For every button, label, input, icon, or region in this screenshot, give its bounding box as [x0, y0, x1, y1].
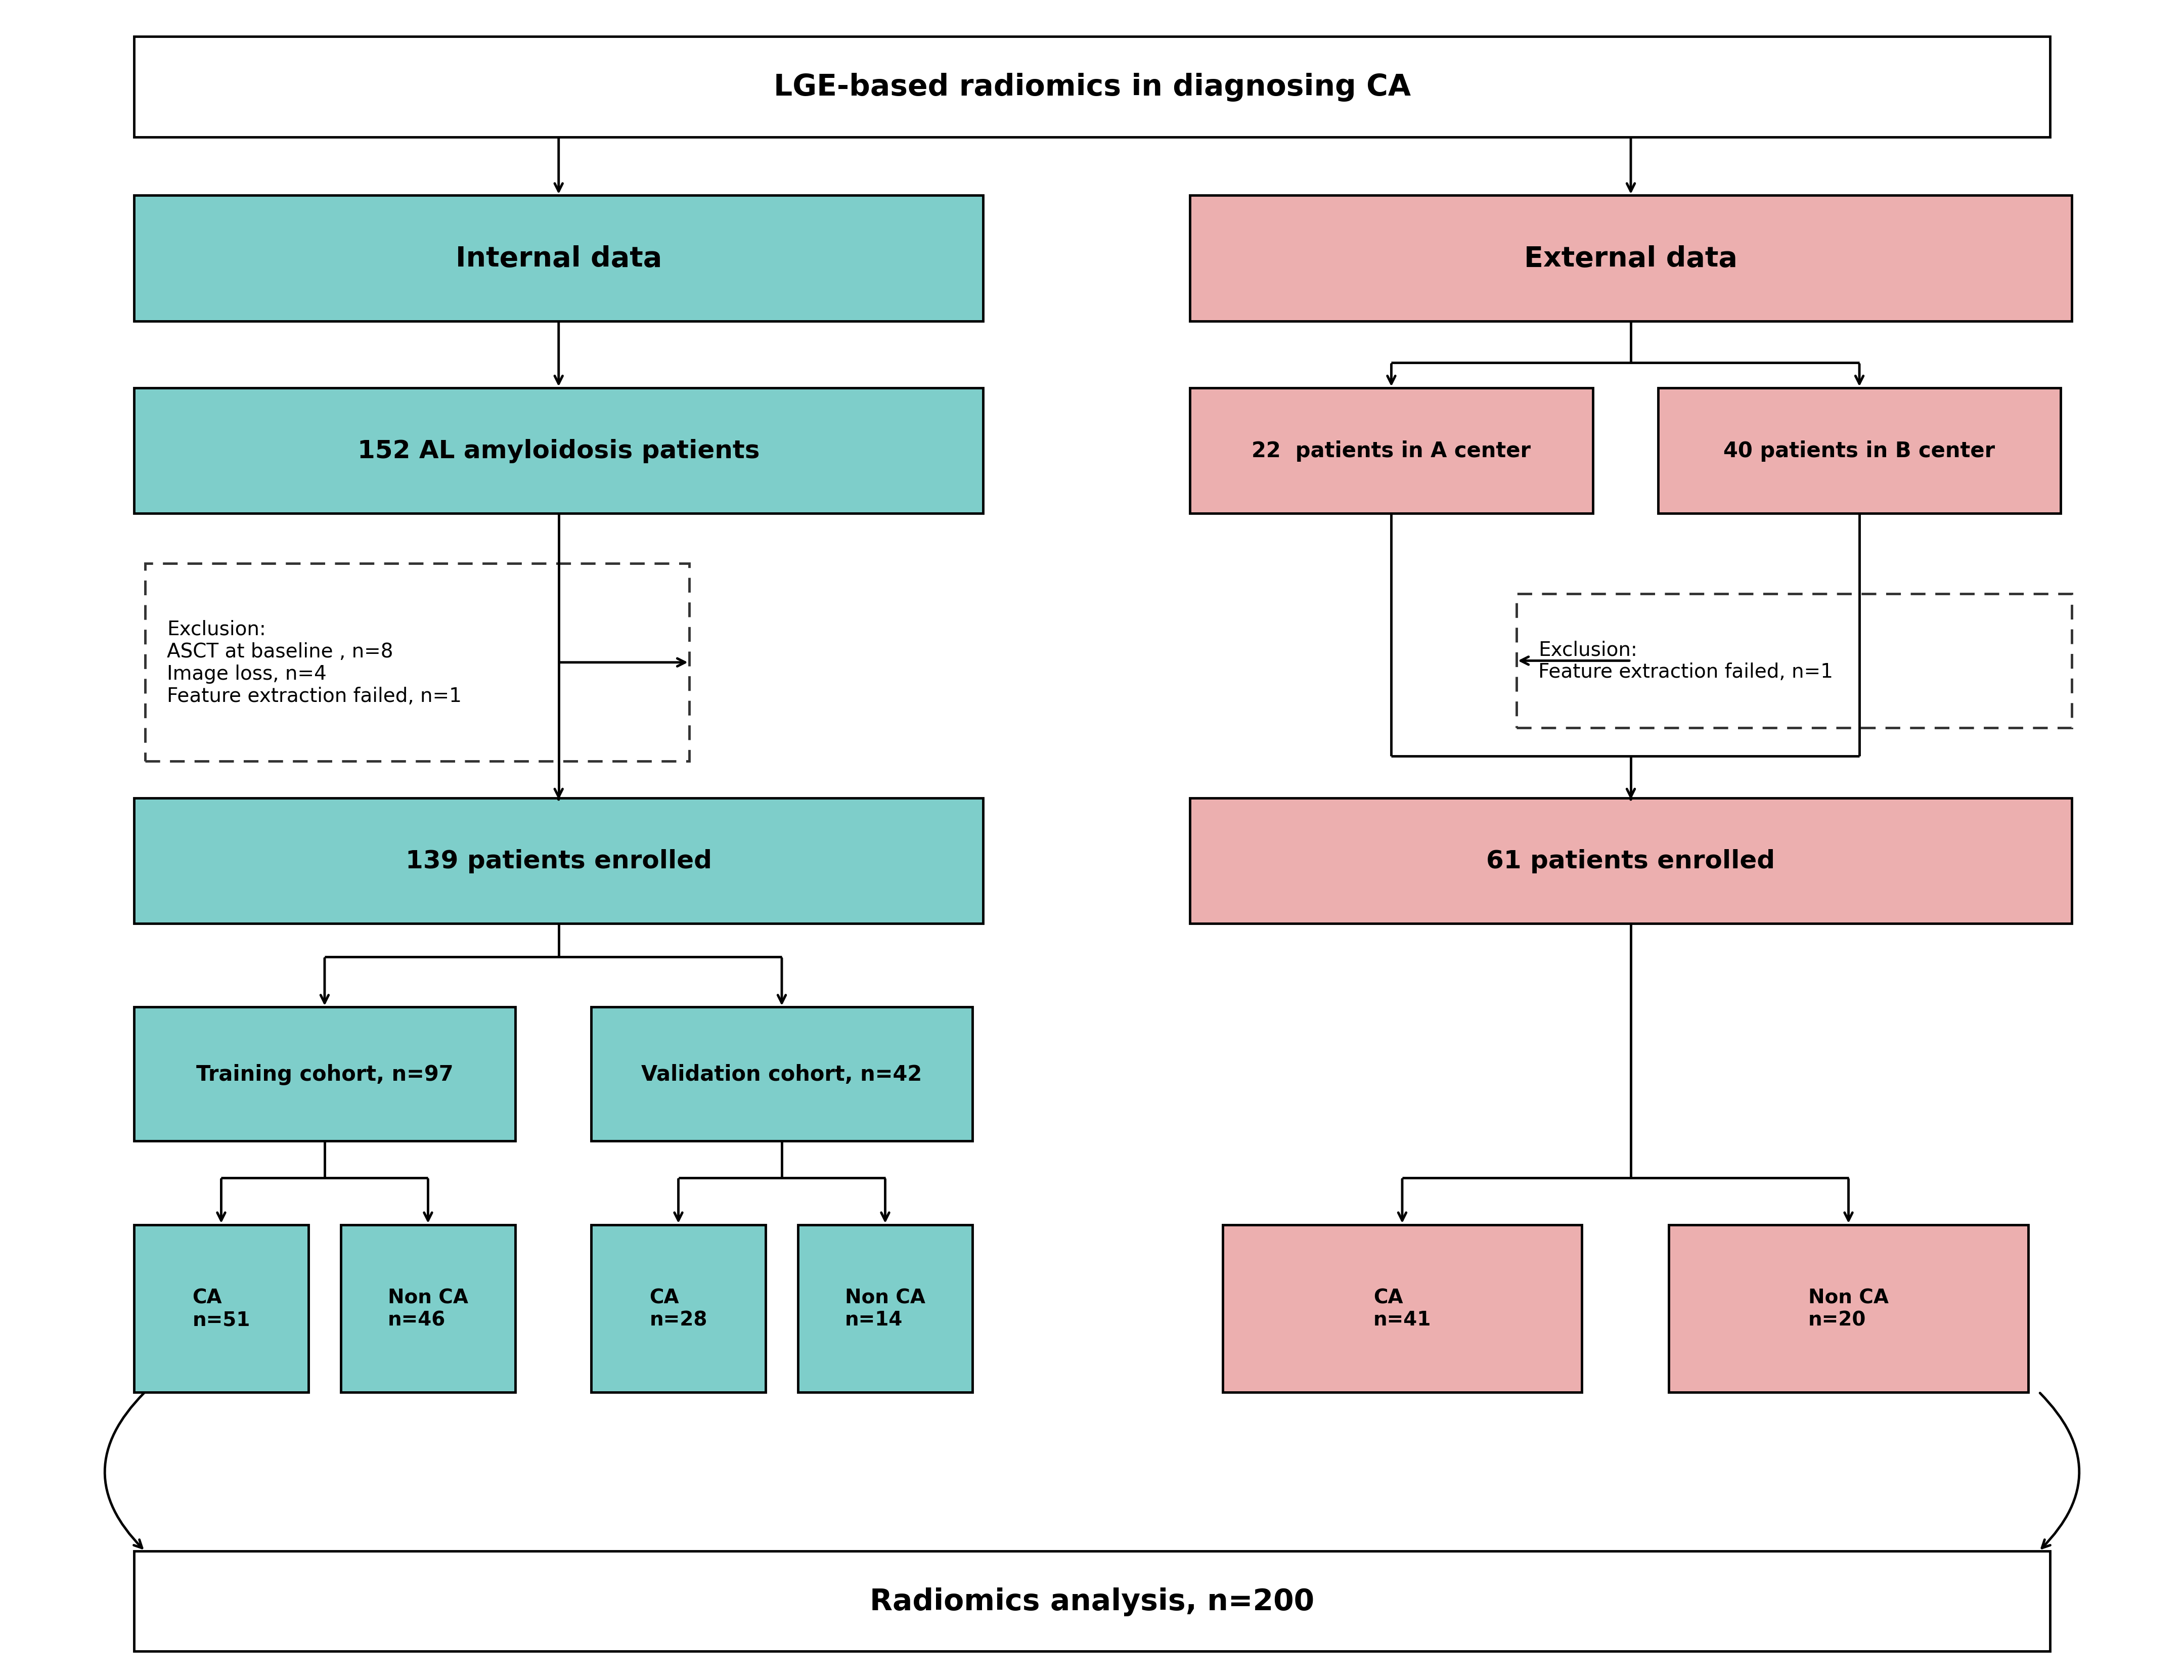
Text: Exclusion:
Feature extraction failed, n=1: Exclusion: Feature extraction failed, n=…: [1538, 640, 1832, 682]
Text: Non CA
n=46: Non CA n=46: [389, 1287, 467, 1329]
Text: Radiomics analysis, n=200: Radiomics analysis, n=200: [869, 1588, 1315, 1616]
FancyBboxPatch shape: [133, 798, 983, 924]
FancyBboxPatch shape: [133, 197, 983, 321]
FancyBboxPatch shape: [341, 1225, 515, 1393]
Text: 61 patients enrolled: 61 patients enrolled: [1487, 848, 1776, 874]
FancyBboxPatch shape: [144, 564, 690, 761]
FancyBboxPatch shape: [1669, 1225, 2029, 1393]
FancyBboxPatch shape: [1516, 595, 2073, 727]
FancyBboxPatch shape: [133, 1008, 515, 1141]
FancyBboxPatch shape: [592, 1225, 764, 1393]
FancyBboxPatch shape: [133, 1225, 308, 1393]
Text: CA
n=41: CA n=41: [1374, 1287, 1431, 1329]
Text: LGE-based radiomics in diagnosing CA: LGE-based radiomics in diagnosing CA: [773, 72, 1411, 101]
Text: Non CA
n=14: Non CA n=14: [845, 1287, 926, 1329]
FancyBboxPatch shape: [133, 37, 2051, 138]
FancyBboxPatch shape: [1190, 388, 1592, 514]
FancyBboxPatch shape: [133, 1551, 2051, 1651]
FancyBboxPatch shape: [1223, 1225, 1581, 1393]
Text: Exclusion:
ASCT at baseline , n=8
Image loss, n=4
Feature extraction failed, n=1: Exclusion: ASCT at baseline , n=8 Image …: [166, 620, 461, 706]
Text: External data: External data: [1524, 245, 1738, 272]
FancyBboxPatch shape: [797, 1225, 972, 1393]
FancyBboxPatch shape: [1190, 197, 2073, 321]
FancyBboxPatch shape: [1190, 798, 2073, 924]
Text: 40 patients in B center: 40 patients in B center: [1723, 440, 1996, 462]
FancyBboxPatch shape: [1658, 388, 2062, 514]
FancyBboxPatch shape: [133, 388, 983, 514]
Text: CA
n=28: CA n=28: [649, 1287, 708, 1329]
Text: Internal data: Internal data: [456, 245, 662, 272]
Text: Training cohort, n=97: Training cohort, n=97: [197, 1063, 454, 1085]
Text: 152 AL amyloidosis patients: 152 AL amyloidosis patients: [358, 438, 760, 464]
Text: 22  patients in A center: 22 patients in A center: [1251, 440, 1531, 462]
Text: 139 patients enrolled: 139 patients enrolled: [406, 848, 712, 874]
Text: Non CA
n=20: Non CA n=20: [1808, 1287, 1889, 1329]
Text: Validation cohort, n=42: Validation cohort, n=42: [642, 1063, 922, 1085]
Text: CA
n=51: CA n=51: [192, 1287, 251, 1329]
FancyBboxPatch shape: [592, 1008, 972, 1141]
